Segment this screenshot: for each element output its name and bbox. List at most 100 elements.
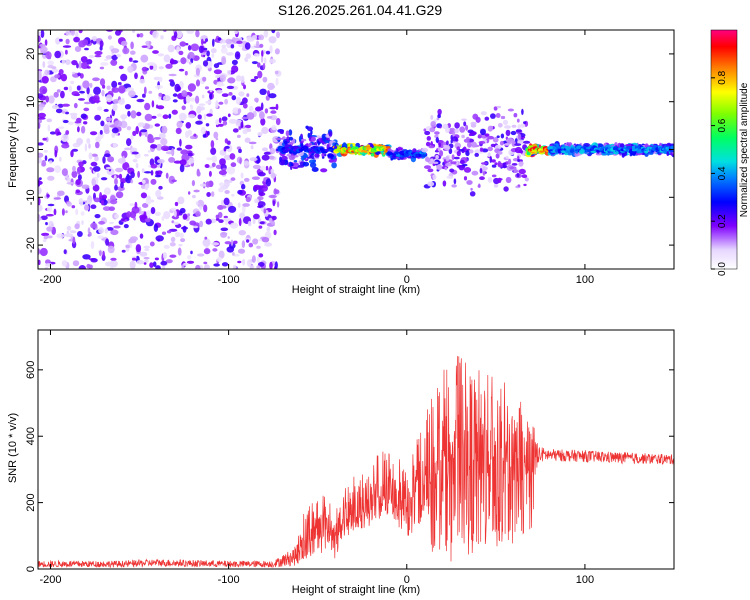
spectrogram-cell (131, 257, 137, 261)
spectrogram-cell (257, 70, 263, 79)
spectrogram-cell (90, 258, 98, 263)
spectrogram-cell (40, 215, 48, 221)
spectrogram-cell (490, 113, 496, 119)
colorbar-tick-label: 0.8 (717, 70, 728, 84)
spectrogram-cell (90, 222, 98, 229)
spectrogram-cell (38, 177, 42, 181)
spectrogram-cell (55, 108, 63, 114)
spectrogram-cell (209, 92, 213, 100)
spectrogram-cell (526, 151, 531, 156)
spectrogram-cell (221, 262, 229, 267)
spectrogram-cell (227, 236, 230, 239)
spectrogram-cell (269, 106, 277, 110)
spectrogram-cell (86, 138, 91, 144)
spectrogram-cell (271, 215, 277, 221)
spectrogram-cell (142, 203, 149, 208)
spectrogram-cell (196, 105, 202, 114)
spectrogram-cell (237, 202, 241, 208)
spectrogram-cell (223, 197, 230, 206)
spectrogram-cell (188, 61, 192, 65)
spectrogram-cell (170, 58, 175, 65)
spectrogram-cell (482, 171, 486, 176)
spectrogram-cell (100, 177, 108, 181)
spectrogram-cell (39, 217, 42, 221)
spectrogram-cell (192, 194, 196, 199)
spectrogram-cell (275, 137, 283, 141)
spectrogram-cell (451, 154, 455, 160)
spectrogram-cell (505, 176, 512, 184)
spectrogram-cell (443, 145, 451, 151)
spectrogram-cell (139, 251, 148, 257)
spectrogram-cell (38, 187, 42, 195)
spectrogram-cell (186, 30, 195, 34)
spectrogram-cell (246, 93, 250, 97)
spectrogram-cell (185, 144, 193, 150)
spectrogram-cell (205, 38, 208, 42)
spectrogram-cell (495, 153, 500, 159)
spectrogram-cell (40, 30, 45, 38)
spectrogram-cell (259, 165, 266, 171)
spectrogram-cell (271, 125, 277, 131)
spectrogram-cell (254, 76, 259, 80)
spectrogram-cell (197, 199, 205, 208)
spectrogram-cell (105, 238, 110, 246)
spectrogram-cell (270, 115, 278, 121)
spectrogram-cell (162, 95, 171, 102)
spectrogram-cell (423, 128, 427, 132)
spectrogram-cell (178, 68, 185, 72)
spectrogram-cell (38, 31, 42, 36)
spectrogram-cell (69, 112, 78, 116)
spectrogram-cell (470, 121, 477, 126)
spectrogram-cell (155, 143, 163, 151)
spectrogram-cell (515, 129, 522, 133)
spectrogram-cell (325, 134, 330, 138)
spectrogram-cell (132, 130, 137, 137)
spectrogram-cell (213, 263, 220, 267)
spectrogram-cell (321, 152, 325, 158)
spectrogram-cell (496, 105, 501, 109)
spectrogram-cell (218, 123, 224, 127)
spectrogram-cell (154, 257, 159, 261)
spectrogram-cell (114, 213, 119, 219)
spectrogram-cell (252, 164, 261, 170)
spectrogram-cell (217, 37, 222, 41)
spectrogram-cell (183, 262, 188, 266)
spectrogram-cell (275, 118, 281, 126)
spectrogram-cell (186, 260, 195, 264)
spectrogram-cell (89, 82, 93, 88)
spectrogram-cell (178, 112, 187, 121)
spectrogram-xlabel: Height of straight line (km) (292, 284, 420, 296)
spectrogram-cell (187, 213, 191, 217)
spectrogram-cell (83, 107, 90, 112)
spectrogram-cell (188, 191, 191, 195)
spectrogram-cell (157, 105, 165, 110)
spectrogram-cell (234, 51, 241, 60)
spectrogram-cell (228, 118, 237, 124)
spectrogram-cell (302, 161, 310, 167)
spectrogram-cell (137, 122, 146, 127)
spectrogram-cell (203, 47, 208, 51)
spectrogram-cell (456, 146, 461, 151)
spectrogram-cell (595, 153, 602, 156)
spectrogram-cell (106, 121, 113, 126)
spectrogram-cell (38, 119, 42, 124)
spectrogram-cell (261, 50, 264, 58)
spectrogram-cell (86, 86, 90, 95)
spectrogram-cell (92, 184, 100, 192)
spectrogram-cell (523, 140, 531, 144)
spectrogram-cell (41, 159, 46, 167)
spectrogram-cell (248, 242, 254, 248)
spectrogram-cell (195, 67, 200, 76)
spectrogram-cell (293, 160, 298, 163)
y-tick-label: 0 (25, 146, 37, 152)
spectrogram-cell (103, 58, 109, 62)
spectrogram-cell (479, 147, 484, 152)
spectrogram-cell (114, 178, 118, 186)
spectrogram-cell (241, 116, 249, 120)
spectrogram-cell (213, 131, 219, 139)
spectrogram-cell (252, 217, 256, 225)
spectrogram-cell (256, 40, 260, 48)
spectrogram-cell (45, 222, 48, 226)
spectrogram-cell (47, 203, 55, 207)
spectrogram-cell (147, 150, 151, 153)
